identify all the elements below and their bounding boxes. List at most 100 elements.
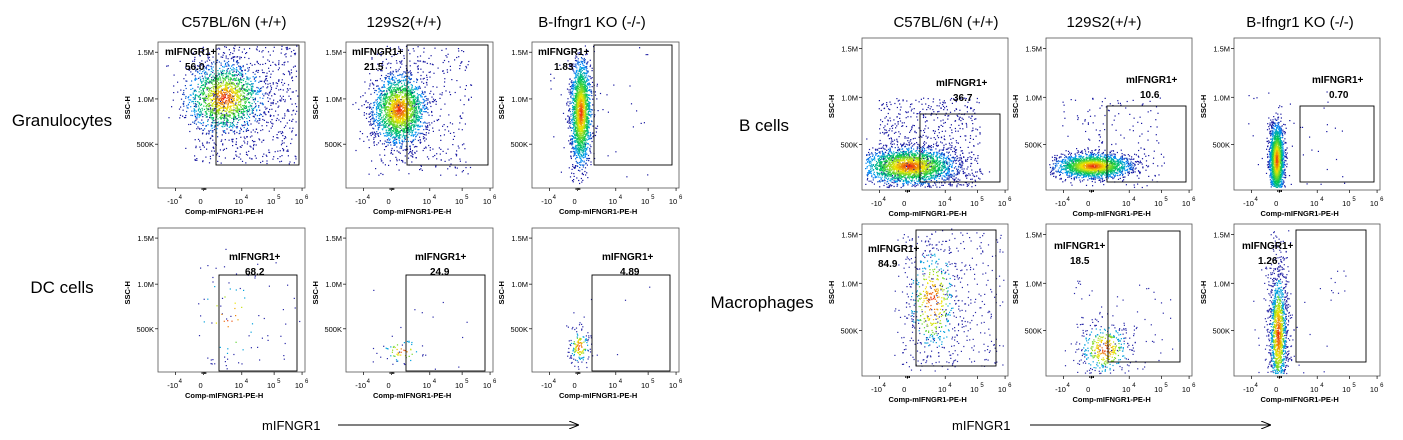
event-point xyxy=(244,107,246,109)
event-point xyxy=(401,144,403,146)
event-point xyxy=(222,74,224,76)
event-point xyxy=(403,131,405,134)
event-point xyxy=(236,95,238,97)
event-point xyxy=(590,152,592,154)
event-point xyxy=(195,78,197,80)
event-point xyxy=(426,76,428,78)
event-point xyxy=(454,91,456,94)
event-point xyxy=(270,102,272,104)
event-point xyxy=(222,88,224,90)
event-point xyxy=(219,149,221,151)
event-point xyxy=(417,46,419,48)
event-point xyxy=(381,124,383,126)
event-point xyxy=(281,97,283,99)
event-point xyxy=(218,92,220,94)
event-point xyxy=(199,73,201,75)
event-point xyxy=(415,124,417,126)
event-point xyxy=(195,145,197,147)
event-point xyxy=(383,149,386,151)
event-point xyxy=(185,116,187,119)
event-point xyxy=(218,91,221,93)
event-point xyxy=(402,110,404,112)
event-point xyxy=(246,114,248,116)
event-point xyxy=(419,132,421,134)
event-point xyxy=(234,56,236,58)
event-point xyxy=(262,155,264,158)
event-point xyxy=(237,99,239,101)
event-point xyxy=(294,54,296,56)
event-point xyxy=(450,163,452,165)
event-point xyxy=(239,110,241,112)
event-point xyxy=(283,73,285,76)
event-point xyxy=(250,94,253,96)
event-point xyxy=(402,134,404,137)
event-point xyxy=(417,56,419,58)
event-point xyxy=(370,106,372,108)
event-point xyxy=(392,113,394,116)
event-point xyxy=(393,87,395,89)
event-point xyxy=(249,102,251,104)
event-point xyxy=(232,124,235,126)
event-point xyxy=(207,103,209,106)
event-point xyxy=(287,155,289,157)
event-point xyxy=(229,105,231,108)
event-point xyxy=(197,108,200,111)
event-point xyxy=(266,87,268,89)
event-point xyxy=(403,119,405,121)
event-point xyxy=(234,113,236,115)
event-point xyxy=(390,62,392,65)
event-point xyxy=(573,155,575,157)
event-point xyxy=(389,160,391,162)
event-point xyxy=(211,114,213,116)
event-point xyxy=(234,91,236,93)
event-point xyxy=(379,126,381,128)
event-point xyxy=(256,110,258,112)
event-point xyxy=(247,82,249,84)
event-point xyxy=(381,112,383,114)
event-point xyxy=(287,89,289,91)
event-point xyxy=(393,82,395,84)
event-point xyxy=(433,93,435,95)
event-point xyxy=(198,116,200,118)
event-point xyxy=(232,138,234,140)
event-point xyxy=(398,94,401,96)
event-point xyxy=(190,84,192,86)
event-point xyxy=(205,116,207,118)
event-point xyxy=(226,123,228,125)
event-point xyxy=(278,62,280,64)
event-point xyxy=(430,90,432,92)
event-point xyxy=(235,90,237,92)
event-point xyxy=(390,144,392,146)
event-point xyxy=(239,90,242,92)
event-point xyxy=(403,106,405,109)
event-point xyxy=(222,66,224,68)
event-point xyxy=(190,88,192,90)
event-point xyxy=(210,67,213,69)
event-point xyxy=(239,56,241,58)
event-point xyxy=(407,111,409,113)
event-point xyxy=(404,71,406,73)
event-point xyxy=(376,109,378,111)
event-point xyxy=(247,141,249,143)
event-point xyxy=(403,84,405,86)
event-point xyxy=(209,75,211,77)
event-point xyxy=(389,88,391,90)
event-point xyxy=(402,88,404,90)
event-point xyxy=(232,83,234,86)
event-point xyxy=(385,95,388,97)
event-point xyxy=(222,103,224,105)
event-point xyxy=(405,115,407,117)
event-point xyxy=(250,105,252,107)
event-point xyxy=(394,123,396,125)
event-point xyxy=(232,112,234,114)
row-label-b-cells: B cells xyxy=(739,116,789,135)
event-point xyxy=(222,95,224,97)
event-point xyxy=(244,116,246,118)
event-point xyxy=(211,127,213,129)
event-point xyxy=(465,85,467,87)
event-point xyxy=(428,144,430,147)
event-point xyxy=(405,117,407,119)
event-point xyxy=(200,86,202,88)
event-point xyxy=(207,124,209,126)
event-point xyxy=(233,118,235,120)
